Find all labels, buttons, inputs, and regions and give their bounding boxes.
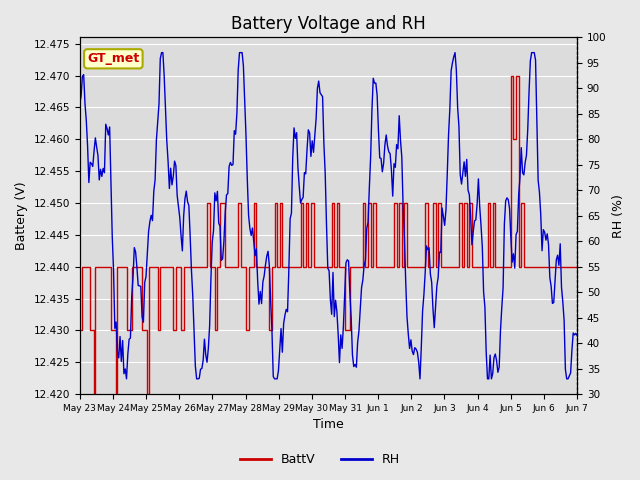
X-axis label: Time: Time [313,419,344,432]
Text: GT_met: GT_met [87,52,140,65]
Y-axis label: Battery (V): Battery (V) [15,181,28,250]
Y-axis label: RH (%): RH (%) [612,194,625,238]
Title: Battery Voltage and RH: Battery Voltage and RH [231,15,426,33]
Legend: BattV, RH: BattV, RH [235,448,405,471]
